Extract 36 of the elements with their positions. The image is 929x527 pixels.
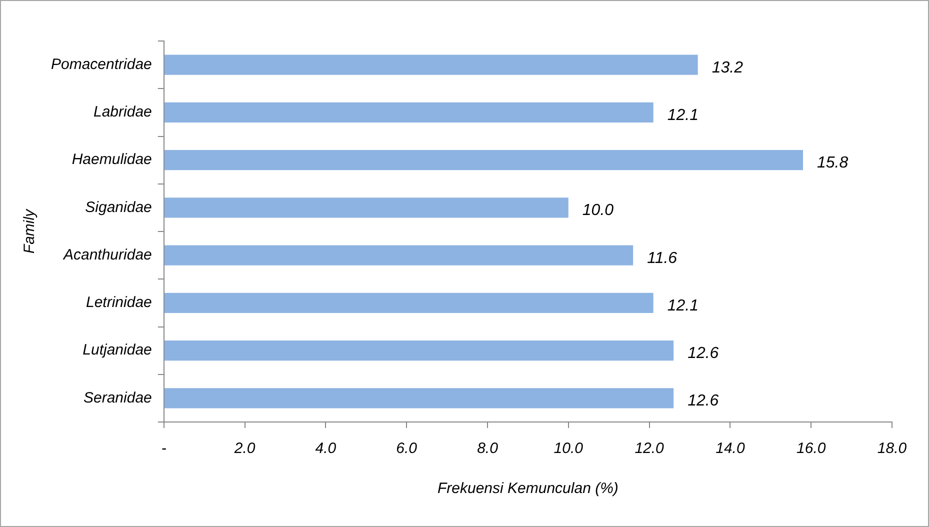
x-tick-label: 14.0 <box>716 440 746 458</box>
y-axis-title: Family <box>21 208 38 254</box>
x-tick-label: 8.0 <box>477 440 499 458</box>
bar <box>164 388 674 408</box>
y-tick-label: Lutjanidae <box>82 342 152 359</box>
y-tick-label: Seranidae <box>84 389 152 406</box>
x-axis-title: Frekuensi Kemunculan (%) <box>437 480 618 498</box>
y-tick-label: Acanthuridae <box>62 246 152 264</box>
x-tick-label: 4.0 <box>315 440 337 458</box>
data-label: 12.6 <box>688 392 719 410</box>
data-label: 12.1 <box>667 106 698 124</box>
bar <box>164 150 804 170</box>
y-tick-label: Labridae <box>94 104 152 121</box>
bar <box>164 102 654 122</box>
x-tick-label: 6.0 <box>396 440 418 458</box>
data-label: 15.8 <box>817 154 848 172</box>
y-tick-label: Siganidae <box>85 198 152 216</box>
x-tick-label: 10.0 <box>554 440 584 458</box>
bar <box>164 245 634 266</box>
data-label: 10.0 <box>582 202 614 220</box>
bar <box>164 198 568 218</box>
y-tick-label: Haemulidae <box>72 151 152 168</box>
x-tick-label: 18.0 <box>877 440 908 458</box>
y-tick-label: Letrinidae <box>86 294 152 312</box>
data-label: 13.2 <box>712 59 744 76</box>
data-label: 12.1 <box>667 297 698 314</box>
bar <box>164 292 654 313</box>
x-tick-label: 16.0 <box>796 440 826 458</box>
y-tick-label: Pomacentridae <box>50 56 152 73</box>
x-tick-label: 12.0 <box>634 440 665 458</box>
data-label: 12.6 <box>688 345 719 362</box>
bar <box>164 54 698 75</box>
x-tick-label: 2.0 <box>233 440 256 458</box>
data-label: 11.6 <box>647 250 678 267</box>
x-tick-label: - <box>161 440 166 458</box>
bar <box>164 340 674 361</box>
